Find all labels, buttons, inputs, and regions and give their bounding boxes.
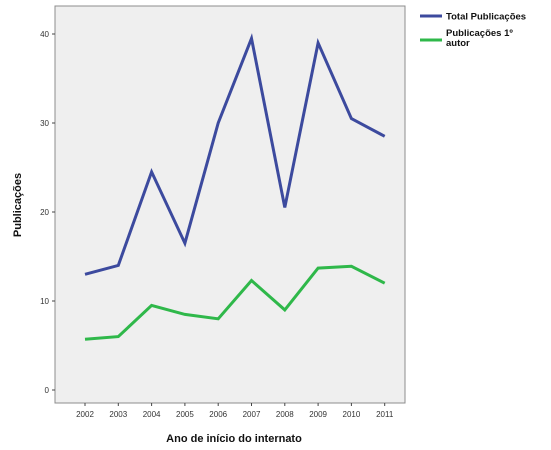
x-tick-label: 2003 [109, 410, 127, 419]
x-tick-label: 2008 [276, 410, 294, 419]
y-tick-label: 30 [40, 119, 49, 128]
y-tick-label: 10 [40, 297, 49, 306]
y-tick-label: 0 [45, 386, 50, 395]
series-line-total-publicacoes [84, 33, 386, 276]
legend-label-total: Total Publicações [446, 12, 526, 23]
y-tick-label: 40 [40, 30, 49, 39]
series-line-publicacoes-1-autor [84, 264, 386, 341]
x-tick-label: 2009 [309, 410, 327, 419]
x-tick-label: 2006 [209, 410, 227, 419]
y-axis: 0 10 20 30 40 [40, 30, 55, 395]
x-tick-label: 2010 [343, 410, 361, 419]
x-tick-label: 2002 [76, 410, 94, 419]
y-tick-label: 20 [40, 208, 49, 217]
legend-label-first-author: Publicações 1º autor [446, 28, 515, 49]
series-layer [84, 33, 386, 341]
x-tick-label: 2011 [376, 410, 394, 419]
legend-label-first-author-line1: Publicações 1º [446, 28, 513, 39]
x-axis-label: Ano de início do internato [166, 433, 302, 445]
x-tick-label: 2004 [143, 410, 161, 419]
legend: Total Publicações Publicações 1º autor [420, 12, 526, 49]
y-axis-label: Publicações [12, 173, 24, 237]
legend-label-first-author-line2: autor [446, 38, 470, 49]
x-axis: 2002 2003 2004 2005 2006 2007 2008 2009 2010 2011 [76, 403, 394, 419]
x-tick-label: 2007 [243, 410, 261, 419]
x-tick-label: 2005 [176, 410, 194, 419]
plot-area [54, 5, 406, 404]
